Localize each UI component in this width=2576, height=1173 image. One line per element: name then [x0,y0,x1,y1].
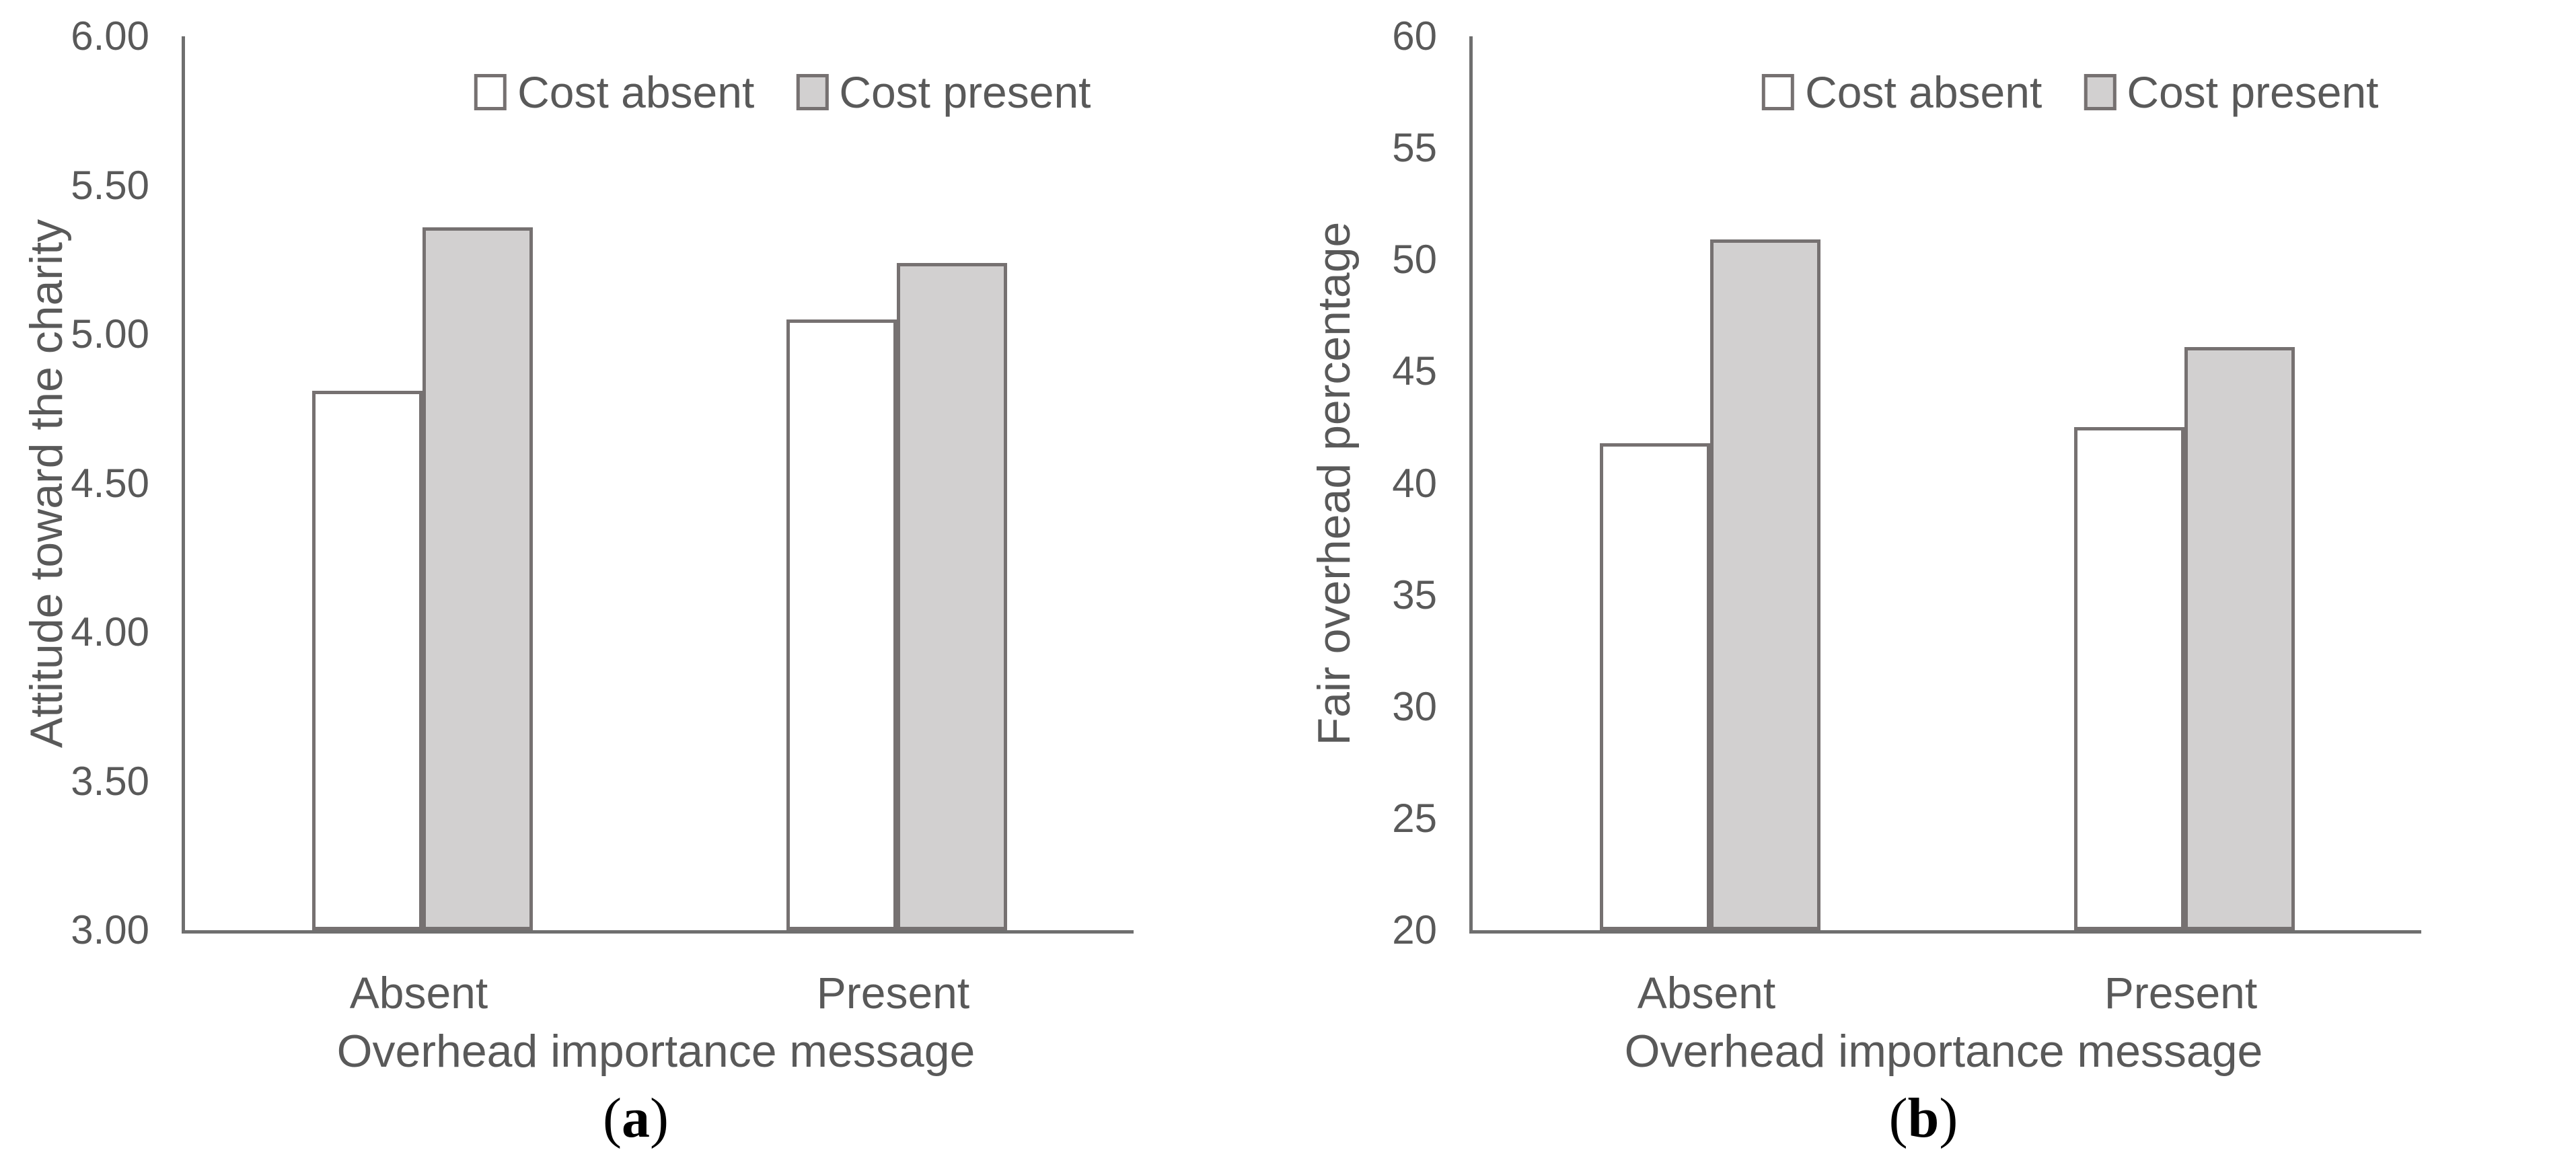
x-axis-title-b: Overhead importance message [1624,1026,2263,1077]
y-tick-label: 20 [1392,907,1437,952]
legend-label: Cost absent [517,67,755,117]
y-tick-label: 3.00 [71,907,149,952]
legend-item-cost-present: Cost present [2084,67,2379,117]
legend-swatch-cost-present [796,74,829,110]
panel-label-open-paren: ( [1888,1087,1908,1149]
bar-cost-absent-message-absent [311,391,422,930]
x-axis-title-a: Overhead importance message [336,1026,976,1077]
panel-label-open-paren: ( [603,1087,622,1149]
panel-a: Attitude toward the charity 6.00 5.50 5.00… [0,16,1272,1151]
legend-swatch-cost-present [2084,74,2117,110]
bar-cost-present-message-present [896,262,1007,930]
bar-cost-present-message-absent [1709,239,1820,930]
bar-cost-present-message-absent [422,227,533,930]
y-tick-label: 4.50 [71,460,149,506]
y-tick-label: 30 [1392,683,1437,729]
y-tick-label: 5.00 [71,311,149,356]
y-axis-tick-labels-b: 60 55 50 45 40 35 30 25 20 [1288,16,1437,950]
plot-area-b: Cost absent Cost present [1469,36,2421,934]
y-tick-label: 45 [1392,348,1437,394]
legend-swatch-cost-absent [1762,74,1795,110]
bar-cost-absent-message-present [786,319,897,930]
legend-b: Cost absent Cost present [1762,67,2379,117]
panel-label-close-paren: ) [650,1087,669,1149]
panel-label-b: (b) [1288,1086,2559,1151]
bar-cost-absent-message-present [2073,427,2184,930]
legend-a: Cost absent Cost present [474,70,1091,114]
legend-swatch-cost-absent [474,74,507,110]
x-category-label-absent: Absent [349,968,488,1018]
x-category-label-absent: Absent [1637,968,1776,1018]
legend-item-cost-absent: Cost absent [474,70,754,114]
x-category-label-present: Present [2104,968,2258,1018]
legend-label: Cost present [839,67,1091,117]
y-tick-label: 35 [1392,572,1437,617]
panel-b: Fair overhead percentage 60 55 50 45 40 35 30 2… [1288,0,2575,1173]
panel-label-letter: b [1907,1087,1940,1149]
panel-label-close-paren: ) [1939,1087,1958,1149]
legend-item-cost-absent: Cost absent [1762,70,2042,114]
legend-label: Cost absent [1805,67,2043,117]
y-tick-label: 40 [1392,460,1437,506]
bar-cost-present-message-present [2184,346,2295,930]
legend-label: Cost present [2127,67,2379,117]
legend-item-cost-present: Cost present [796,70,1091,114]
x-category-label-present: Present [816,968,970,1018]
y-tick-label: 5.50 [71,162,149,208]
panel-label-letter: a [622,1087,650,1149]
y-tick-label: 55 [1392,125,1437,171]
plot-area-a: Cost absent Cost present [182,36,1134,934]
y-tick-label: 4.00 [71,609,149,654]
y-tick-label: 25 [1392,795,1437,841]
y-tick-label: 6.00 [71,13,149,59]
y-tick-label: 50 [1392,237,1437,282]
bar-cost-absent-message-absent [1599,443,1710,930]
y-axis-tick-labels-a: 6.00 5.50 5.00 4.50 4.00 3.50 3.00 [0,16,149,950]
y-tick-label: 60 [1392,13,1437,59]
y-tick-label: 3.50 [71,758,149,804]
panel-label-a: (a) [0,1086,1272,1151]
